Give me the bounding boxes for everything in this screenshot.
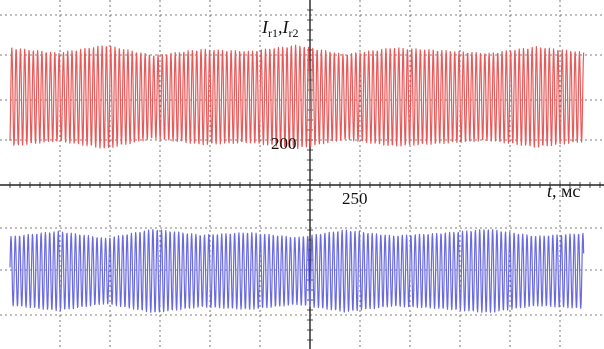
- x-axis-title-unit: , мс: [552, 181, 580, 201]
- series-ir1: [9, 44, 585, 150]
- y-axis-title-sub2: r2: [289, 26, 299, 40]
- series-ir2: [9, 229, 585, 313]
- x-tick-label-250: 250: [342, 189, 368, 208]
- series-ir2-line: [9, 229, 585, 313]
- x-axis-title: t, мс: [547, 181, 580, 201]
- y-axis-title-sub1: r1: [268, 26, 278, 40]
- x-axis-title-var: t: [547, 181, 553, 201]
- y-axis-title-sep: ,: [278, 17, 283, 37]
- y-axis-title-i1: I: [261, 17, 269, 37]
- y-axis-title: Ir1,Ir2: [261, 17, 299, 40]
- y-tick-label-200: 200: [271, 134, 297, 153]
- y-axis-title-i2: I: [282, 17, 290, 37]
- series-ir1-line: [9, 44, 585, 150]
